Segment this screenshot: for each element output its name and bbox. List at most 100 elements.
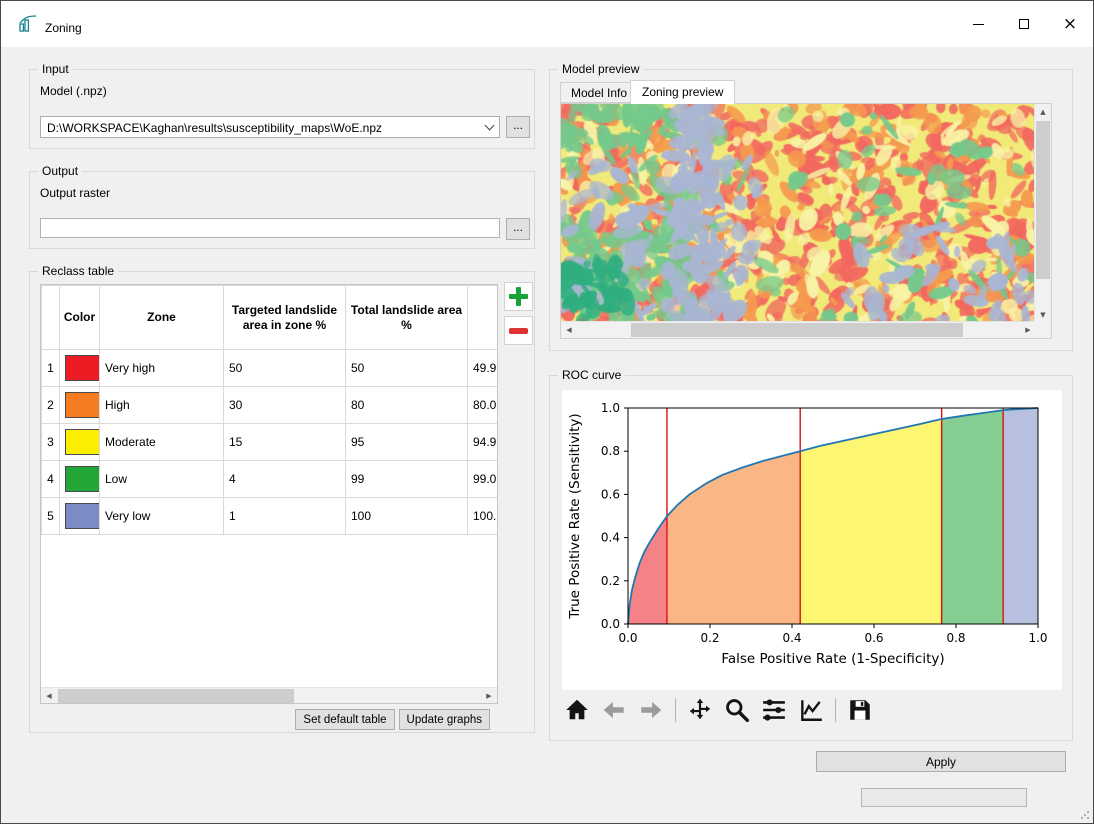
scroll-left-icon[interactable]: ◀ (46, 692, 52, 700)
update-graphs-button[interactable]: Update graphs (398, 709, 490, 730)
color-cell[interactable] (59, 460, 100, 498)
column-header[interactable]: Zone (99, 285, 224, 350)
svg-text:1.0: 1.0 (601, 401, 620, 415)
color-swatch[interactable] (65, 466, 100, 492)
model-preview-group: Model preview Model Info Zoning preview … (549, 62, 1073, 351)
color-swatch[interactable] (65, 355, 100, 381)
sensitivity-cell[interactable]: 94.9 (467, 423, 497, 461)
column-header[interactable]: S (467, 285, 497, 350)
scroll-down-icon[interactable]: ▼ (1040, 311, 1046, 319)
pan-icon[interactable] (687, 697, 713, 723)
targeted-area-cell[interactable]: 50 (223, 349, 346, 387)
model-combobox[interactable]: D:\WORKSPACE\Kaghan\results\susceptibili… (40, 116, 500, 138)
minus-icon (505, 317, 532, 344)
column-header[interactable]: Color (59, 285, 100, 350)
table-horizontal-scrollbar[interactable]: ◀ ▶ (41, 687, 497, 703)
minimize-icon (972, 23, 984, 25)
combobox-dropdown-area[interactable] (479, 117, 499, 137)
zoning-preview-panel: ▲ ▼ ◀ ▶ (560, 103, 1052, 339)
sensitivity-cell[interactable]: 80.0 (467, 386, 497, 424)
color-cell[interactable] (59, 423, 100, 461)
output-group-title: Output (38, 164, 83, 178)
svg-text:0.0: 0.0 (618, 631, 637, 645)
row-number-cell: 1 (41, 349, 60, 387)
scroll-right-icon[interactable]: ▶ (1025, 326, 1031, 334)
sensitivity-cell[interactable]: 49.9 (467, 349, 497, 387)
chevron-down-icon (484, 120, 494, 131)
back-icon[interactable] (601, 697, 627, 723)
svg-text:0.2: 0.2 (601, 574, 620, 588)
add-row-button[interactable] (504, 282, 533, 311)
targeted-area-cell[interactable]: 15 (223, 423, 346, 461)
targeted-area-cell[interactable]: 4 (223, 460, 346, 498)
column-header[interactable]: Targeted landslide area in zone % (223, 285, 346, 350)
row-number-cell: 5 (41, 497, 60, 535)
targeted-area-cell[interactable]: 30 (223, 386, 346, 424)
scrollbar-corner (1034, 321, 1051, 338)
maximize-icon (1019, 19, 1029, 29)
resize-grip-icon[interactable] (1080, 810, 1090, 820)
sensitivity-cell[interactable]: 100. (467, 497, 497, 535)
zone-cell[interactable]: Very high (99, 349, 224, 387)
input-group-title: Input (38, 62, 73, 76)
save-icon[interactable] (847, 697, 873, 723)
total-area-cell[interactable]: 95 (345, 423, 468, 461)
scroll-right-icon[interactable]: ▶ (486, 692, 492, 700)
zone-cell[interactable]: Moderate (99, 423, 224, 461)
zone-cell[interactable]: Very low (99, 497, 224, 535)
apply-button[interactable]: Apply (816, 751, 1066, 772)
window-title: Zoning (45, 21, 82, 35)
table-row: 1 Very high 50 50 49.9 (41, 349, 497, 387)
sensitivity-cell[interactable]: 99.0 (467, 460, 497, 498)
remove-row-button[interactable] (504, 316, 533, 345)
color-cell[interactable] (59, 349, 100, 387)
table-scroll-thumb[interactable] (58, 689, 294, 703)
home-icon[interactable] (564, 697, 590, 723)
zone-cell[interactable]: High (99, 386, 224, 424)
output-browse-button[interactable]: ... (506, 218, 530, 240)
output-raster-input[interactable] (40, 218, 500, 238)
color-cell[interactable] (59, 497, 100, 535)
scroll-up-icon[interactable]: ▲ (1040, 108, 1046, 116)
map-horizontal-scrollbar[interactable]: ◀ ▶ (561, 321, 1036, 338)
total-area-cell[interactable]: 80 (345, 386, 468, 424)
output-raster-label: Output raster (40, 186, 111, 200)
total-area-cell[interactable]: 100 (345, 497, 468, 535)
customize-plot-icon[interactable] (798, 697, 824, 723)
column-header[interactable]: Total landslide area % (345, 285, 468, 350)
color-swatch[interactable] (65, 503, 100, 529)
minimize-button[interactable] (955, 1, 1001, 47)
color-swatch[interactable] (65, 429, 100, 455)
row-number-cell: 4 (41, 460, 60, 498)
map-vscroll-thumb[interactable] (1036, 121, 1050, 279)
map-hscroll-thumb[interactable] (631, 323, 963, 337)
maximize-button[interactable] (1001, 1, 1047, 47)
set-default-table-button[interactable]: Set default table (295, 709, 395, 730)
svg-text:False Positive Rate (1-Specifi: False Positive Rate (1-Specificity) (721, 651, 944, 667)
color-cell[interactable] (59, 386, 100, 424)
svg-text:0.4: 0.4 (782, 631, 801, 645)
svg-text:0.2: 0.2 (700, 631, 719, 645)
total-area-cell[interactable]: 50 (345, 349, 468, 387)
roc-curve-group: ROC curve 0.0 0.2 0.4 0.6 0.8 1.0 0.0 0.2 0.4 0.6… (549, 368, 1073, 741)
svg-text:0.8: 0.8 (946, 631, 965, 645)
close-button[interactable]: × (1047, 1, 1093, 47)
subplots-config-icon[interactable] (761, 697, 787, 723)
color-swatch[interactable] (65, 392, 100, 418)
zone-cell[interactable]: Low (99, 460, 224, 498)
tab-zoning-preview[interactable]: Zoning preview (630, 80, 736, 104)
column-header[interactable] (41, 285, 60, 350)
preview-group-title: Model preview (558, 62, 644, 76)
targeted-area-cell[interactable]: 1 (223, 497, 346, 535)
map-vertical-scrollbar[interactable]: ▲ ▼ (1034, 104, 1051, 323)
svg-text:1.0: 1.0 (1028, 631, 1047, 645)
zoom-icon[interactable] (724, 697, 750, 723)
tab-model-info[interactable]: Model Info (560, 82, 639, 103)
reclass-table-frame: Color Zone Targeted landslide area in zone… (40, 284, 498, 704)
model-browse-button[interactable]: ... (506, 116, 530, 138)
forward-icon[interactable] (638, 697, 664, 723)
roc-figure: 0.0 0.2 0.4 0.6 0.8 1.0 0.0 0.2 0.4 0.6 0.8 1.0 Fals… (562, 390, 1062, 690)
total-area-cell[interactable]: 99 (345, 460, 468, 498)
scroll-left-icon[interactable]: ◀ (566, 326, 572, 334)
